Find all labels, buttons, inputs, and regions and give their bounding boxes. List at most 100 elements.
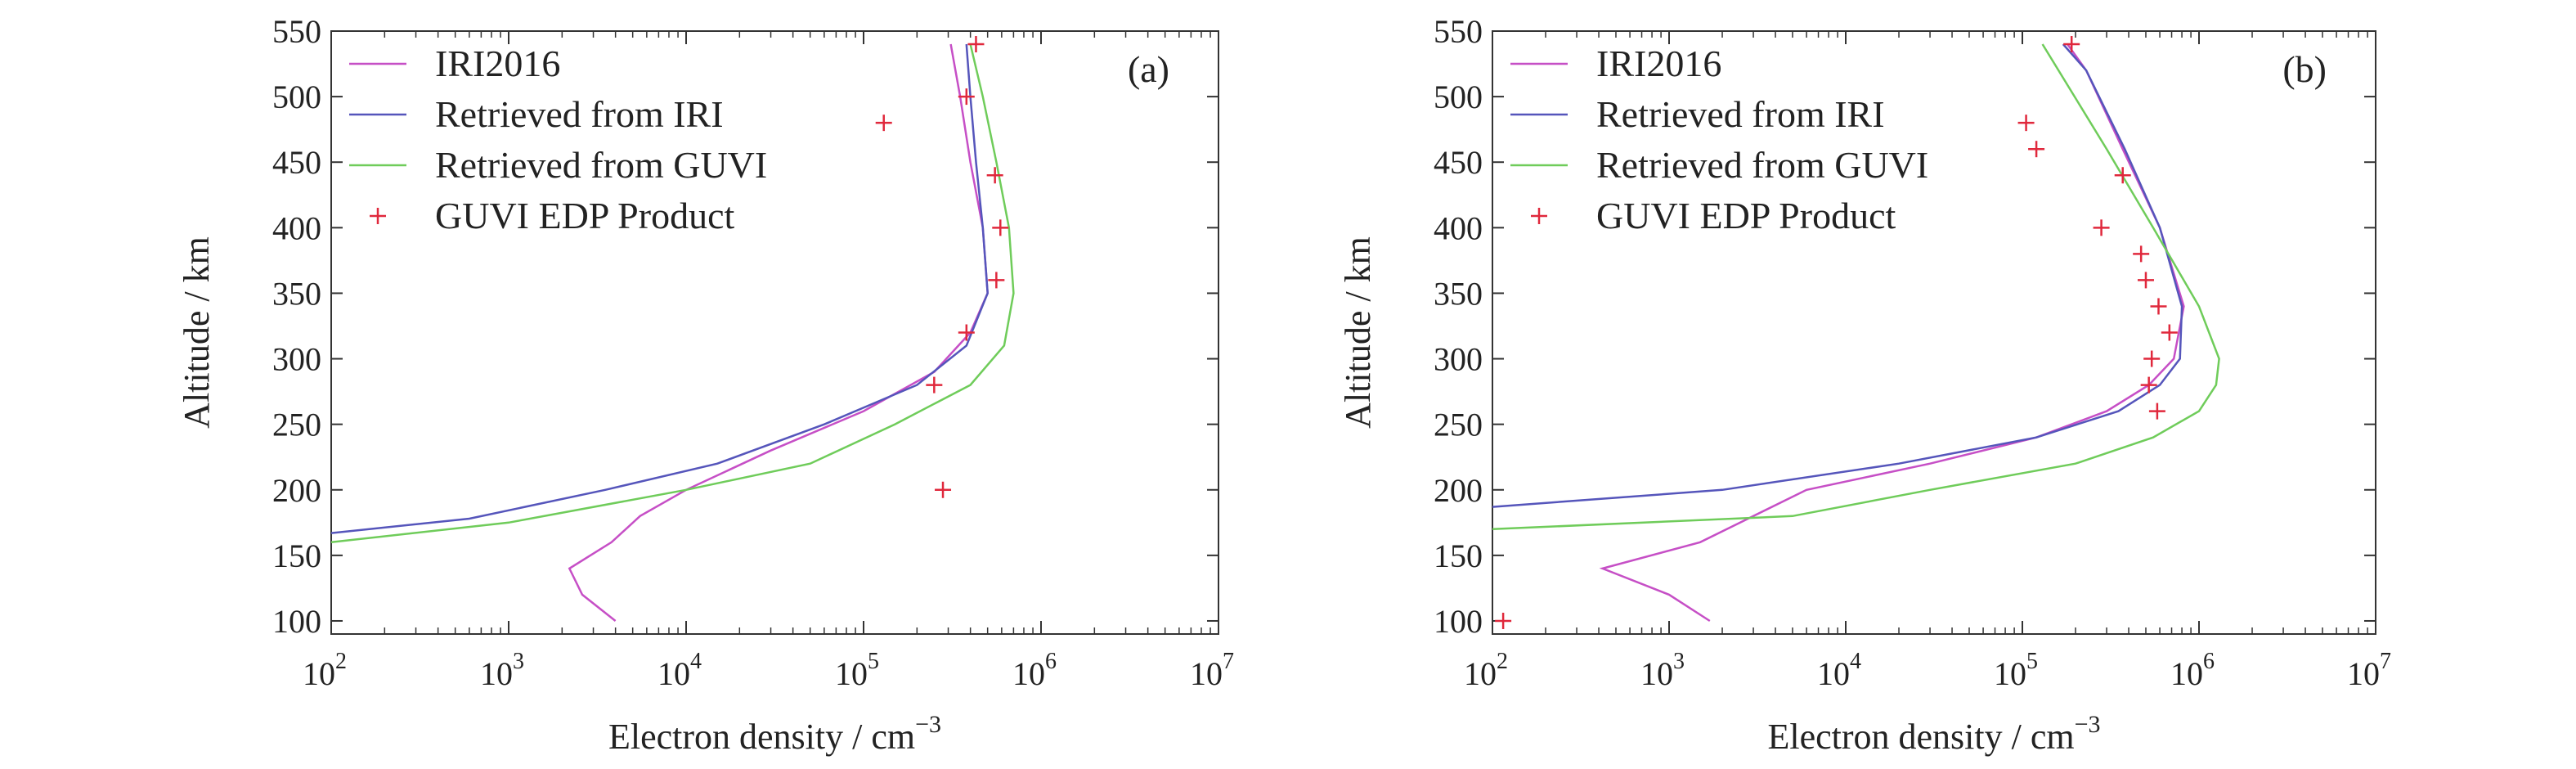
legend-label-guvi-edp: GUVI EDP Product: [435, 195, 734, 236]
data-point-guvi-edp: [2161, 324, 2178, 341]
legend-label-iri: IRI2016: [435, 43, 560, 84]
x-tick-label: 106: [1012, 649, 1057, 692]
x-tick-base: 10: [2170, 655, 2203, 692]
series-line-ret-iri: [331, 43, 989, 534]
series-line-iri: [568, 43, 989, 622]
x-tick-label: 103: [480, 649, 524, 692]
x-axis-title-superscript: −3: [2075, 711, 2101, 738]
legend-label-ret-guvi: Retrieved from GUVI: [1596, 144, 1928, 186]
x-tick-base: 10: [1464, 655, 1497, 692]
x-tick-base: 10: [1012, 655, 1045, 692]
x-axis-title-superscript: −3: [915, 711, 941, 738]
data-point-guvi-edp: [2028, 141, 2045, 158]
y-tick-label: 100: [1434, 603, 1483, 640]
data-point-guvi-edp: [1495, 612, 1512, 629]
x-tick-base: 10: [303, 655, 335, 692]
legend-swatch-guvi-edp: [370, 208, 386, 224]
y-tick-label: 400: [1434, 209, 1483, 246]
x-tick-exponent: 6: [2203, 649, 2215, 674]
x-tick-base: 10: [1640, 655, 1673, 692]
y-axis-title: Altitude / km: [1338, 236, 1378, 429]
data-point-guvi-edp: [988, 272, 1005, 289]
x-tick-base: 10: [835, 655, 868, 692]
y-tick-label: 350: [272, 275, 321, 312]
legend-label-iri: IRI2016: [1596, 43, 1721, 84]
panel-label: (b): [2282, 48, 2327, 90]
data-point-guvi-edp: [926, 376, 943, 393]
x-axis-title-text: Electron density / cm: [1767, 717, 2074, 757]
data-point-guvi-edp: [992, 219, 1009, 236]
x-tick-label: 103: [1640, 649, 1685, 692]
x-tick-exponent: 3: [1673, 649, 1685, 674]
y-tick-label: 100: [272, 603, 321, 640]
x-tick-label: 105: [835, 649, 879, 692]
x-tick-exponent: 4: [690, 649, 702, 674]
plot-frame: [1492, 30, 2376, 635]
x-tick-base: 10: [1817, 655, 1850, 692]
x-tick-label: 104: [1817, 649, 1861, 692]
series-line-iri: [1599, 43, 2185, 623]
y-tick-label: 150: [1434, 537, 1483, 574]
x-tick-label: 102: [303, 649, 347, 692]
y-tick-label: 200: [272, 472, 321, 509]
x-tick-exponent: 7: [2380, 649, 2391, 674]
data-point-guvi-edp: [2148, 402, 2165, 420]
y-tick-label: 500: [1434, 79, 1483, 115]
x-tick-exponent: 3: [513, 649, 524, 674]
y-tick-label: 200: [1434, 472, 1483, 509]
x-tick-base: 10: [1994, 655, 2026, 692]
x-tick-base: 10: [2347, 655, 2380, 692]
data-point-guvi-edp: [958, 88, 975, 106]
y-tick-label: 250: [272, 407, 321, 443]
x-axis-title-text: Electron density / cm: [608, 717, 915, 757]
x-tick-base: 10: [1190, 655, 1223, 692]
y-tick-label: 250: [1434, 407, 1483, 443]
x-axis-title: Electron density / cm−3: [608, 711, 941, 757]
x-tick-base: 10: [480, 655, 513, 692]
legend-label-ret-guvi: Retrieved from GUVI: [435, 144, 767, 186]
x-tick-label: 106: [2170, 649, 2215, 692]
y-tick-label: 550: [1434, 13, 1483, 50]
y-tick-label: 150: [272, 537, 321, 574]
data-point-guvi-edp: [2137, 272, 2154, 289]
data-point-guvi-edp: [967, 36, 985, 53]
data-point-guvi-edp: [958, 324, 975, 341]
legend-swatch-guvi-edp: [1531, 208, 1547, 224]
x-tick-exponent: 2: [335, 649, 347, 674]
data-point-guvi-edp: [2150, 298, 2167, 315]
y-tick-label: 550: [272, 13, 321, 50]
y-tick-label: 450: [1434, 144, 1483, 181]
x-tick-exponent: 5: [2026, 649, 2038, 674]
y-tick-label: 500: [272, 79, 321, 115]
data-point-guvi-edp: [2063, 36, 2080, 53]
x-tick-label: 104: [657, 649, 702, 692]
data-point-guvi-edp: [2017, 115, 2035, 132]
x-tick-label: 107: [2347, 649, 2391, 692]
data-point-guvi-edp: [935, 481, 952, 498]
y-axis-title: Altitude / km: [177, 236, 217, 429]
x-tick-exponent: 5: [868, 649, 879, 674]
series-line-ret-iri: [1492, 43, 2183, 508]
x-axis-title: Electron density / cm−3: [1767, 711, 2100, 757]
y-tick-label: 450: [272, 144, 321, 181]
y-tick-label: 350: [1434, 275, 1483, 312]
legend-label-ret-iri: Retrieved from IRI: [1596, 93, 1885, 135]
x-tick-exponent: 7: [1223, 649, 1234, 674]
data-point-guvi-edp: [2114, 167, 2131, 184]
series-line-ret-guvi: [1492, 43, 2220, 531]
data-point-guvi-edp: [2133, 245, 2150, 263]
panel-label: (a): [1128, 48, 1169, 90]
y-tick-label: 400: [272, 209, 321, 246]
plot-frame: [330, 30, 1219, 635]
data-point-guvi-edp: [2143, 350, 2161, 367]
series-line-ret-guvi: [331, 43, 1015, 544]
x-tick-exponent: 6: [1045, 649, 1057, 674]
data-point-guvi-edp: [986, 167, 1003, 184]
x-tick-label: 102: [1464, 649, 1508, 692]
data-point-guvi-edp: [2093, 219, 2110, 236]
y-tick-label: 300: [272, 341, 321, 378]
y-tick-label: 300: [1434, 341, 1483, 378]
x-tick-base: 10: [657, 655, 690, 692]
